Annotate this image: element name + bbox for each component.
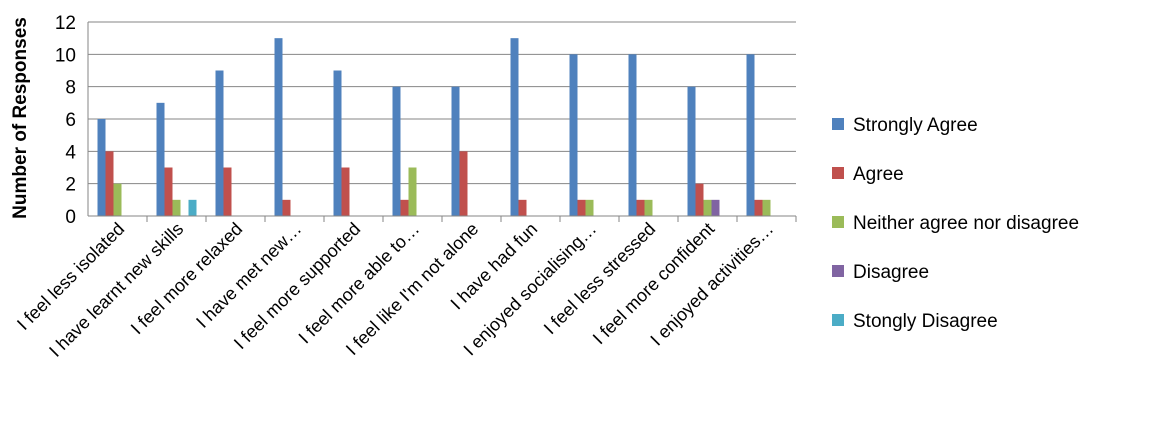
bar	[333, 70, 342, 216]
legend-swatch	[832, 118, 844, 130]
legend-swatch	[832, 167, 844, 179]
bar	[215, 70, 224, 216]
legend-label: Strongly Agree	[853, 115, 978, 136]
bar	[172, 199, 181, 216]
y-tick-label: 6	[65, 110, 76, 131]
x-tick-label: I feel less stressed	[540, 219, 660, 339]
bar	[687, 86, 696, 217]
y-tick-label: 4	[65, 142, 76, 163]
bar	[518, 199, 527, 216]
y-tick-label: 12	[55, 13, 76, 34]
bar	[282, 199, 291, 216]
bar	[585, 199, 594, 216]
legend-label: Disagree	[853, 262, 929, 283]
bar	[188, 199, 197, 216]
y-axis-title: Number of Responses	[10, 17, 31, 219]
bar	[392, 86, 401, 217]
y-tick-label: 8	[65, 78, 76, 99]
bar	[711, 199, 720, 216]
bar	[569, 54, 578, 217]
bar	[644, 199, 653, 216]
x-tick-label: I have met new…	[192, 219, 305, 332]
bar	[341, 167, 350, 216]
bar	[762, 199, 771, 216]
bar	[113, 183, 122, 216]
legend-swatch	[832, 314, 844, 326]
bar	[97, 119, 106, 216]
bar	[105, 151, 114, 216]
bar	[400, 199, 409, 216]
legend-swatch	[832, 265, 844, 277]
bar	[695, 183, 704, 216]
bar	[223, 167, 232, 216]
bar	[628, 54, 637, 217]
bar	[577, 199, 586, 216]
legend: Strongly Agree Agree Neither agree nor dis…	[832, 115, 1079, 332]
bar	[746, 54, 755, 217]
bar	[754, 199, 763, 216]
bar	[156, 102, 165, 216]
bar	[703, 199, 712, 216]
bar	[636, 199, 645, 216]
y-tick-label: 0	[65, 207, 76, 228]
bar	[451, 86, 460, 217]
legend-label: Neither agree nor disagree	[853, 213, 1079, 234]
bar	[510, 38, 519, 216]
y-tick-label: 10	[55, 45, 76, 66]
legend-label: Stongly Disagree	[853, 311, 998, 332]
x-tick-label: I feel more relaxed	[127, 219, 247, 339]
y-tick-label: 2	[65, 175, 76, 196]
bar	[408, 167, 417, 216]
x-tick-label: I feel less isolated	[13, 219, 128, 334]
bars	[97, 38, 771, 217]
legend-swatch	[832, 216, 844, 228]
gridlines	[88, 21, 796, 185]
legend-label: Agree	[853, 164, 904, 185]
bar	[459, 151, 468, 216]
bar	[274, 38, 283, 216]
bar	[164, 167, 173, 216]
